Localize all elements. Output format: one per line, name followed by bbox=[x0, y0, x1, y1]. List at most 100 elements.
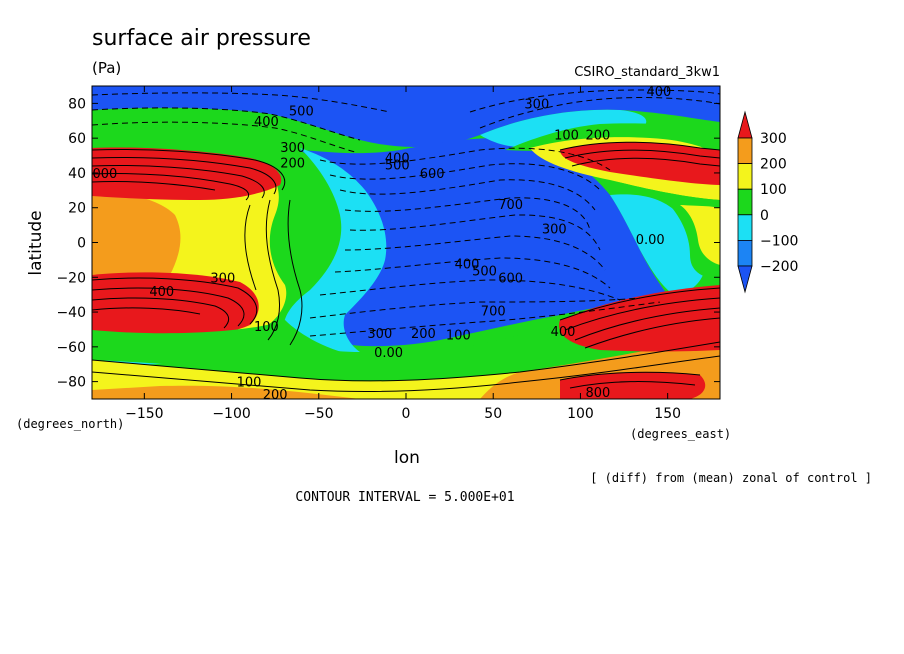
contour-line bbox=[479, 96, 720, 129]
contour-line bbox=[344, 197, 591, 231]
contour-line bbox=[92, 287, 245, 327]
contour-label: 100 bbox=[254, 320, 279, 335]
contour-label: 300 bbox=[210, 271, 235, 286]
contour-line bbox=[244, 204, 257, 291]
y-tick-label: 0 bbox=[77, 236, 86, 252]
legend-level-label: −100 bbox=[760, 233, 798, 249]
region-lightblue-west bbox=[283, 148, 387, 352]
contour-label: 300 bbox=[542, 223, 567, 238]
contour-label: 100 bbox=[446, 329, 471, 344]
y-tick-label: 60 bbox=[68, 131, 86, 147]
contour-line bbox=[92, 148, 286, 191]
legend-swatch bbox=[737, 188, 753, 216]
contour-label: 500 bbox=[385, 158, 410, 173]
contour-line bbox=[559, 287, 720, 321]
legend-level-label: 200 bbox=[760, 157, 787, 173]
contour-line bbox=[92, 277, 258, 325]
contour-line bbox=[92, 121, 356, 153]
contour-line bbox=[334, 257, 611, 289]
contour-line bbox=[92, 107, 361, 141]
contour-line bbox=[92, 297, 230, 329]
x-tick-label: 150 bbox=[654, 406, 681, 422]
negative-contours bbox=[92, 89, 720, 337]
region-yellow-east bbox=[680, 205, 720, 265]
positive-contours bbox=[92, 141, 720, 393]
y-units-label: (degrees_north) bbox=[16, 417, 124, 431]
x-units-label: (degrees_east) bbox=[630, 427, 731, 441]
region-red-southpole bbox=[560, 372, 706, 399]
region-low-north bbox=[92, 86, 720, 147]
contour-label: 300 bbox=[524, 97, 549, 112]
contour-label: 300 bbox=[280, 141, 305, 156]
region-low-center bbox=[300, 138, 670, 347]
contour-label: 400 bbox=[551, 325, 576, 340]
region-red-southwest bbox=[92, 272, 259, 340]
contour-line bbox=[92, 180, 216, 191]
contour-label: 800 bbox=[585, 386, 610, 401]
contour-line bbox=[287, 199, 303, 346]
contour-line bbox=[584, 317, 720, 349]
model-name: CSIRO_standard_3kw1 bbox=[574, 65, 720, 80]
contour-label: 200 bbox=[585, 129, 610, 144]
footer-note: [ (diff) from (mean) zonal of control ] bbox=[590, 471, 872, 485]
contour-label: 400 bbox=[254, 115, 279, 130]
color-legend: 300 200 100 0 −100 −200 bbox=[737, 110, 798, 294]
legend-swatch bbox=[737, 239, 753, 267]
contour-label: 700 bbox=[481, 304, 506, 319]
contour-label: 100 bbox=[237, 376, 262, 391]
y-axis-label: latitude bbox=[26, 210, 46, 275]
contour-line bbox=[92, 156, 277, 195]
contour-label: 400 bbox=[647, 85, 672, 100]
legend-level-label: −200 bbox=[760, 259, 798, 275]
contour-line bbox=[569, 381, 696, 389]
legend-swatch bbox=[737, 163, 753, 190]
y-tick-label: 20 bbox=[68, 201, 86, 217]
contour-line bbox=[344, 235, 606, 271]
contour-label: 200 bbox=[411, 327, 436, 342]
contour-label: 400 bbox=[455, 257, 480, 272]
contour-label: 100 bbox=[554, 129, 579, 144]
contour-line bbox=[92, 92, 391, 113]
units-label: (Pa) bbox=[92, 59, 121, 77]
x-tick-label: −150 bbox=[125, 406, 163, 422]
x-tick-label: 0 bbox=[402, 406, 411, 422]
contour-line bbox=[339, 179, 596, 211]
contour-line bbox=[92, 307, 201, 315]
x-tick-label: 100 bbox=[567, 406, 594, 422]
region-orange-west bbox=[92, 190, 181, 300]
contour-label: 0.00 bbox=[636, 233, 665, 248]
x-axis-label: lon bbox=[394, 448, 420, 468]
legend-level-label: 100 bbox=[760, 182, 787, 198]
contour-label: 400 bbox=[385, 151, 410, 166]
contour-line bbox=[92, 355, 720, 393]
contour-line bbox=[574, 307, 720, 341]
legend-swatch bbox=[737, 214, 753, 241]
y-axis-ticks: −80 −60 −40 −20 0 20 40 60 80 bbox=[56, 96, 720, 391]
contour-interval: CONTOUR INTERVAL = 5.000E+01 bbox=[295, 490, 514, 505]
contour-label: 0.00 bbox=[374, 346, 403, 361]
contour-label: 600 bbox=[420, 167, 445, 182]
y-tick-label: 80 bbox=[68, 96, 86, 112]
y-tick-label: −60 bbox=[56, 340, 86, 356]
x-tick-label: 50 bbox=[484, 406, 502, 422]
contour-label: 500 bbox=[289, 104, 314, 119]
region-green-south bbox=[92, 302, 720, 378]
contour-line bbox=[571, 157, 720, 167]
legend-arrow-bottom bbox=[737, 265, 753, 294]
contour-line bbox=[319, 279, 621, 301]
contour-line bbox=[265, 199, 281, 341]
x-tick-label: −50 bbox=[304, 406, 334, 422]
x-axis-ticks: −150 −100 −50 0 50 100 150 bbox=[125, 86, 681, 422]
region-orange-south bbox=[92, 385, 360, 399]
contour-line bbox=[564, 297, 720, 331]
contour-line bbox=[559, 141, 720, 151]
contour-label: 700 bbox=[498, 198, 523, 213]
contour-label: 600 bbox=[498, 271, 523, 286]
contour-line bbox=[92, 172, 250, 201]
contour-line bbox=[309, 297, 641, 319]
region-green-east bbox=[610, 180, 720, 280]
legend-level-label: 0 bbox=[760, 208, 769, 224]
chart-title: surface air pressure bbox=[92, 26, 311, 51]
contour-label: 300 bbox=[367, 327, 392, 342]
